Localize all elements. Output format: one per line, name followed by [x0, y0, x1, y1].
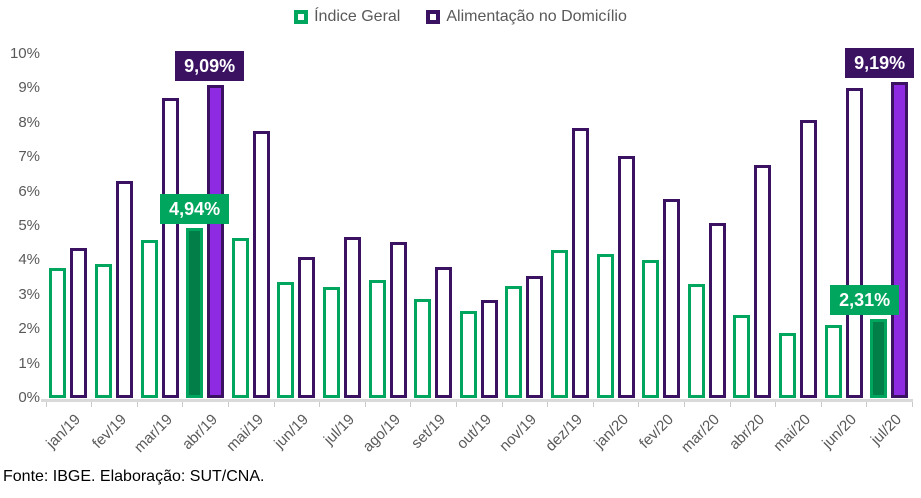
bar-indice-geral: [505, 285, 523, 398]
bar-alimentacao-no-domicilio: [799, 120, 817, 398]
x-axis-tick: [455, 402, 457, 407]
bar-alimentacao-no-domicilio: [389, 242, 407, 398]
bar-indice-geral: [322, 287, 340, 398]
bar-alimentacao-no-domicilio: [252, 131, 270, 398]
bar-indice-geral: [642, 260, 660, 398]
x-axis-tick: [501, 402, 503, 407]
x-axis-tick: [91, 402, 93, 407]
x-axis-tick: [547, 402, 549, 407]
bar-indice-geral: [94, 264, 112, 398]
bar-alimentacao-no-domicilio: [617, 156, 635, 398]
bar-indice-geral: [596, 253, 614, 398]
bar-alimentacao-no-domicilio: [845, 88, 863, 398]
y-axis-label: 2%: [18, 320, 40, 338]
bar-indice-geral: [870, 318, 888, 398]
bar-indice-geral: [733, 315, 751, 398]
bar-alimentacao-no-domicilio: [161, 98, 179, 398]
bar-alimentacao-no-domicilio: [298, 256, 316, 398]
y-axis-label: 0%: [18, 389, 40, 406]
y-axis-label: 10%: [9, 45, 40, 62]
x-axis-tick: [729, 402, 731, 407]
bar-indice-geral: [368, 280, 386, 398]
bar-indice-geral: [186, 228, 204, 398]
y-axis-label: 8%: [18, 113, 40, 131]
bar-indice-geral: [277, 282, 295, 398]
legend-item-alimentacao-domicilio: Alimentação no Domicílio: [426, 8, 627, 26]
bar-alimentacao-no-domicilio: [526, 276, 544, 398]
y-axis-label: 1%: [18, 354, 40, 372]
bar-indice-geral: [231, 237, 249, 398]
legend: Índice Geral Alimentação no Domicílio: [0, 8, 921, 26]
y-axis-label: 5%: [18, 217, 40, 234]
x-axis-line: [41, 399, 913, 402]
bar-alimentacao-no-domicilio: [663, 199, 681, 398]
x-axis-tick: [227, 402, 229, 407]
x-axis-tick: [136, 402, 138, 407]
bar-alimentacao-no-domicilio: [115, 180, 133, 398]
bar-alimentacao-no-domicilio: [708, 223, 726, 398]
value-label: 2,31%: [830, 284, 900, 315]
x-axis-tick: [45, 402, 47, 407]
bar-alimentacao-no-domicilio: [754, 164, 772, 398]
bar-alimentacao-no-domicilio: [891, 81, 909, 398]
value-label: 9,09%: [175, 51, 245, 82]
x-axis-tick: [683, 402, 685, 407]
legend-marker-indice-geral-icon: [294, 10, 309, 24]
bar-alimentacao-no-domicilio: [343, 237, 361, 398]
bar-indice-geral: [140, 240, 158, 398]
x-axis-tick: [182, 402, 184, 407]
value-label: 4,94%: [160, 194, 230, 225]
x-axis-tick: [410, 402, 412, 407]
y-axis-label: 9%: [18, 79, 40, 97]
legend-label-indice-geral: Índice Geral: [314, 8, 401, 25]
legend-label-alimentacao-domicilio: Alimentação no Domicílio: [446, 8, 627, 25]
bar-indice-geral: [550, 249, 568, 398]
bar-indice-geral: [824, 324, 842, 398]
y-axis-label: 4%: [18, 251, 40, 269]
x-axis-tick: [273, 402, 275, 407]
bar-indice-geral: [687, 284, 705, 398]
x-axis-tick: [364, 402, 366, 407]
y-axis-label: 3%: [18, 285, 40, 303]
bar-alimentacao-no-domicilio: [480, 299, 498, 398]
y-axis-label: 7%: [18, 148, 40, 166]
x-axis-tick: [775, 402, 777, 407]
x-axis-tick: [911, 402, 913, 407]
bar-alimentacao-no-domicilio: [70, 247, 88, 398]
source-note: Fonte: IBGE. Elaboração: SUT/CNA.: [3, 468, 265, 485]
bar-indice-geral: [459, 310, 477, 398]
bar-indice-geral: [414, 298, 432, 398]
x-axis-tick: [592, 402, 594, 407]
x-axis-tick: [866, 402, 868, 407]
bar-alimentacao-no-domicilio: [571, 127, 589, 398]
bar-indice-geral: [778, 333, 796, 398]
y-axis-label: 6%: [18, 182, 40, 200]
legend-item-indice-geral: Índice Geral: [294, 8, 400, 26]
x-axis-tick: [638, 402, 640, 407]
x-axis-tick: [319, 402, 321, 407]
legend-marker-alimentacao-domicilio-icon: [426, 10, 441, 24]
value-label: 9,19%: [845, 47, 915, 78]
bar-alimentacao-no-domicilio: [435, 266, 453, 398]
bar-indice-geral: [49, 267, 67, 398]
bar-alimentacao-no-domicilio: [207, 85, 225, 398]
x-axis-tick: [820, 402, 822, 407]
